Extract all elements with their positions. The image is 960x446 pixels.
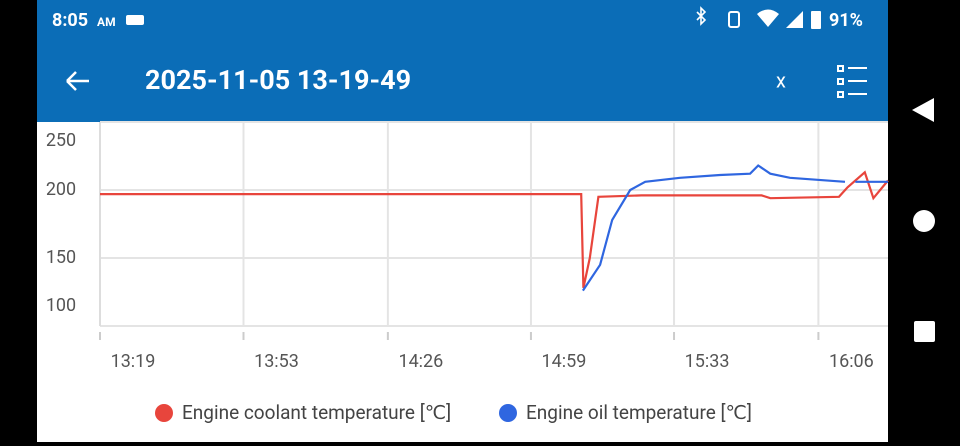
signal-icon bbox=[786, 11, 803, 28]
legend-label: Engine oil temperature [℃] bbox=[526, 401, 752, 424]
status-time: 8:05 bbox=[52, 10, 88, 31]
legend-marker bbox=[499, 404, 517, 422]
bluetooth-icon bbox=[696, 6, 707, 26]
legend-marker bbox=[155, 404, 173, 422]
header-background bbox=[37, 0, 888, 122]
list-button[interactable] bbox=[837, 65, 867, 98]
chart: 13:19 13:53 14:26 14:59 15:33 16:06 100 150 200 2… bbox=[46, 121, 889, 424]
y-tick-label: 150 bbox=[46, 247, 76, 268]
y-tick-label: 250 bbox=[46, 130, 76, 151]
battery-icon bbox=[811, 11, 821, 29]
x-tick-label: 13:19 bbox=[111, 351, 156, 372]
y-tick-label: 100 bbox=[46, 295, 76, 316]
nav-home[interactable] bbox=[913, 210, 935, 232]
x-tick-label: 16:06 bbox=[829, 351, 874, 372]
vibrate-icon bbox=[728, 11, 740, 28]
legend-label: Engine coolant temperature [℃] bbox=[182, 401, 451, 424]
status-battery: 91% bbox=[829, 10, 863, 31]
x-tick-label: 13:53 bbox=[254, 351, 299, 372]
content-background bbox=[37, 122, 888, 442]
y-tick-label: 200 bbox=[46, 179, 76, 200]
status-am-pm: AM bbox=[97, 15, 116, 29]
x-tick-label: 14:26 bbox=[398, 351, 443, 372]
nav-recents[interactable] bbox=[914, 321, 935, 342]
close-button[interactable]: x bbox=[776, 68, 786, 92]
wifi-icon bbox=[757, 9, 779, 27]
app-title: 2025-11-05 13-19-49 bbox=[145, 64, 411, 96]
series-line bbox=[100, 170, 889, 289]
nav-back[interactable] bbox=[912, 98, 934, 122]
x-tick-label: 15:33 bbox=[685, 351, 730, 372]
series-line bbox=[581, 164, 888, 292]
back-button[interactable] bbox=[66, 71, 89, 91]
engine-icon bbox=[126, 15, 144, 25]
x-tick-label: 14:59 bbox=[542, 351, 587, 372]
